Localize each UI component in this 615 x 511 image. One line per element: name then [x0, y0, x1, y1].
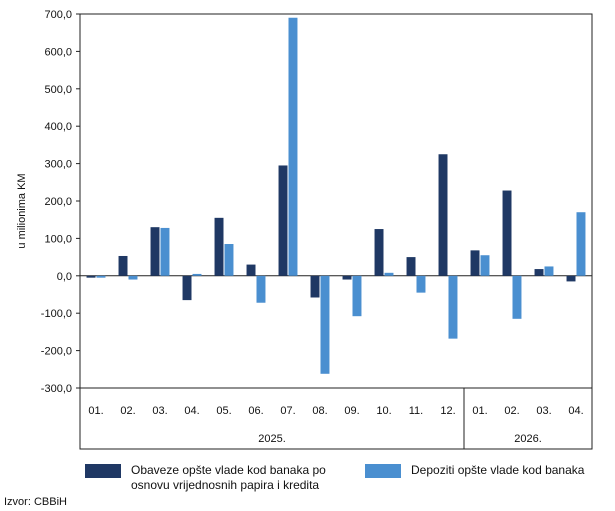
y-tick-label: 700,0 — [44, 9, 72, 21]
y-tick-label: 600,0 — [44, 46, 72, 58]
bar-obaveze — [342, 275, 352, 280]
bar-depoziti — [224, 244, 234, 276]
legend-label-obaveze: Obaveze opšte vlade kod banaka po osnovu… — [131, 463, 326, 493]
bar-depoziti — [448, 275, 458, 339]
bar-chart: 700,0 600,0 500,0 400,0 300,0 200,0 100,0 0,0 -1… — [41, 9, 593, 450]
bar-obaveze — [374, 229, 384, 276]
x-tick-label: 01. — [472, 405, 487, 417]
bar-depoziti — [96, 275, 106, 278]
bar-depoziti — [480, 255, 490, 276]
bar-obaveze — [534, 269, 544, 276]
bar-depoziti — [256, 275, 266, 303]
x-tick-label: 03. — [152, 405, 167, 417]
source-note: Izvor: CBBiH — [4, 496, 67, 508]
legend-swatch-obaveze — [85, 464, 121, 478]
legend-label-obaveze-line1: Obaveze opšte vlade kod banaka po — [131, 463, 326, 477]
bar-obaveze — [86, 275, 96, 278]
y-tick-label: 200,0 — [44, 196, 72, 208]
x-tick-label: 09. — [344, 405, 359, 417]
bar-depoziti — [320, 275, 330, 374]
x-tick-label: 02. — [120, 405, 135, 417]
bar-depoziti — [128, 275, 138, 280]
x-group-label: 2025. — [258, 433, 286, 445]
x-tick-label: 05. — [216, 405, 231, 417]
bar-depoziti — [576, 212, 586, 276]
bar-depoziti — [288, 17, 298, 276]
x-tick-label: 04. — [184, 405, 199, 417]
legend-label-obaveze-line2: osnovu vrijednosnih papira i kredita — [131, 478, 320, 492]
y-tick-label: -300,0 — [41, 383, 72, 395]
x-tick-label: 04. — [568, 405, 583, 417]
bar-depoziti — [544, 266, 554, 276]
bar-depoziti — [160, 227, 170, 276]
bar-obaveze — [406, 257, 416, 276]
x-tick-label: 01. — [88, 405, 103, 417]
x-tick-label: 10. — [376, 405, 391, 417]
bar-obaveze — [310, 275, 320, 298]
y-tick-label: 500,0 — [44, 84, 72, 96]
bar-obaveze — [182, 275, 192, 301]
bar-obaveze — [150, 227, 160, 276]
x-tick-label: 06. — [248, 405, 263, 417]
bar-depoziti — [416, 275, 426, 293]
bar-obaveze — [246, 264, 256, 276]
x-tick-label: 07. — [280, 405, 295, 417]
plot-area: 700,0 600,0 500,0 400,0 300,0 200,0 100,0 0,0 -1… — [41, 9, 593, 450]
bar-obaveze — [566, 275, 576, 282]
x-tick-label: 08. — [312, 405, 327, 417]
y-tick-label: 300,0 — [44, 159, 72, 171]
bar-obaveze — [470, 250, 480, 276]
bar-obaveze — [118, 255, 128, 276]
y-axis-title: u milionima KM — [16, 173, 28, 249]
bar-obaveze — [214, 217, 224, 276]
bar-depoziti — [512, 275, 522, 319]
y-tick-label: -200,0 — [41, 346, 72, 358]
bar-depoziti — [352, 275, 362, 317]
x-tick-label: 03. — [536, 405, 551, 417]
y-tick-label: 0,0 — [57, 271, 72, 283]
legend-swatch-depoziti — [365, 464, 401, 478]
bar-obaveze — [438, 154, 448, 276]
plot-frame — [79, 13, 593, 450]
x-tick-label: 12. — [440, 405, 455, 417]
y-tick-label: 400,0 — [44, 121, 72, 133]
bar-depoziti — [192, 273, 202, 276]
x-group-label: 2026. — [514, 433, 542, 445]
bar-depoziti — [384, 272, 394, 276]
bar-obaveze — [278, 165, 288, 276]
y-tick-label: 100,0 — [44, 233, 72, 245]
y-tick-label: -100,0 — [41, 308, 72, 320]
bar-obaveze — [502, 190, 512, 276]
legend-label-depoziti: Depoziti opšte vlade kod banaka — [411, 463, 585, 477]
x-tick-label: 11. — [409, 405, 423, 417]
x-tick-label: 02. — [504, 405, 519, 417]
